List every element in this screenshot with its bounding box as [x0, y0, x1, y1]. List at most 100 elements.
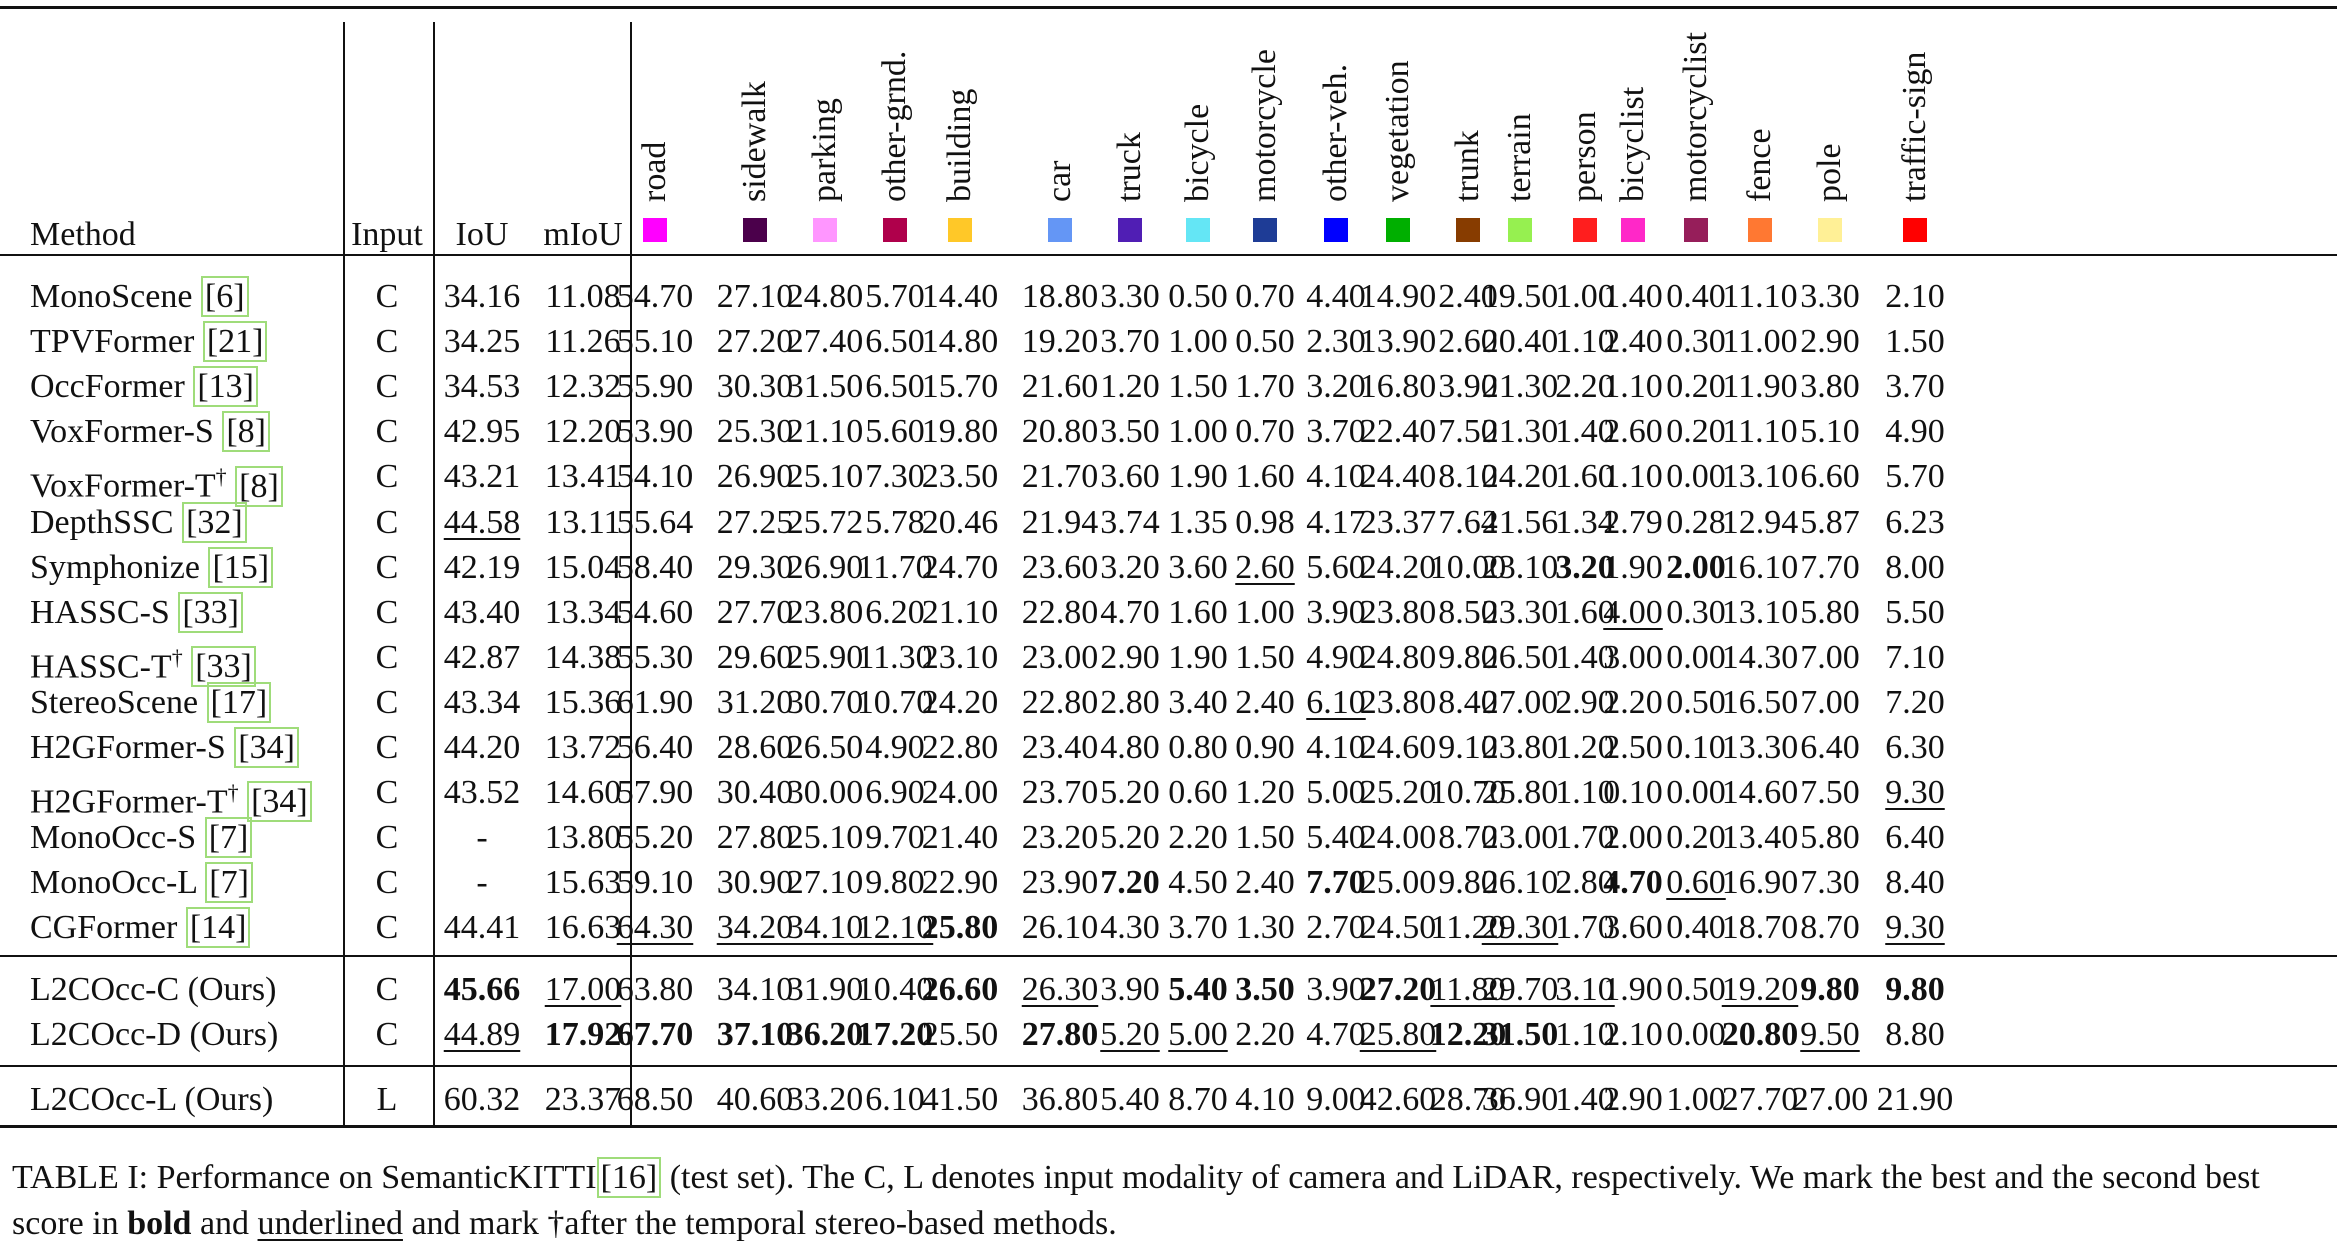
table-cell: 14.80: [922, 322, 999, 362]
cell-value: 20.80: [1721, 1016, 1799, 1054]
cell-value: 5.00: [1168, 1016, 1228, 1054]
cell-value: 11.26: [545, 323, 621, 361]
table-cell: 17.20: [857, 1015, 934, 1055]
citation-link[interactable]: [33]: [178, 591, 243, 633]
table-cell: 1.00: [1168, 322, 1228, 362]
cell-value: 40.60: [716, 1081, 794, 1118]
citation-link[interactable]: [34]: [234, 727, 299, 768]
cell-value: 1.20: [1555, 729, 1615, 766]
citation-link[interactable]: [14]: [185, 907, 251, 949]
cell-value: 0.50: [1666, 971, 1726, 1008]
table-cell: 31.20: [717, 683, 794, 723]
table-cell: 13.10: [1722, 457, 1799, 497]
header-class-terrain: terrain: [1501, 113, 1538, 202]
cell-value: 10.70: [856, 683, 934, 721]
table-cell: 34.20: [717, 908, 794, 948]
citation-link[interactable]: [21]: [202, 321, 268, 363]
citation-link[interactable]: [8]: [222, 411, 270, 453]
table-cell: 23.40: [1022, 728, 1099, 768]
cell-value: 42.95: [443, 413, 521, 451]
cell-value: 63.80: [616, 971, 694, 1008]
citation-link[interactable]: [17]: [206, 681, 272, 723]
table-cell: 59.10: [617, 863, 694, 903]
cell-value: 31.20: [716, 683, 794, 721]
cell-value: 17.92: [544, 1016, 622, 1054]
table-cell: C: [376, 367, 399, 407]
table-cell: 1.90: [1168, 638, 1228, 678]
table-cell: 23.00: [1482, 818, 1559, 858]
table-row-method: VoxFormer-S [8]: [30, 411, 270, 453]
citation-link[interactable]: [6]: [200, 276, 249, 317]
table-cell: 5.00: [1168, 1015, 1228, 1055]
table-cell: 0.60: [1666, 863, 1726, 903]
table-cell: 5.60: [1306, 548, 1366, 588]
table-cell: 12.20: [545, 412, 622, 452]
table-cell: 30.70: [787, 683, 864, 723]
table-cell: 2.70: [1306, 908, 1366, 948]
cell-value: 30.00: [786, 774, 864, 812]
class-color-swatch: [948, 218, 972, 242]
table-cell: C: [376, 322, 399, 362]
class-color-swatch: [1573, 218, 1597, 242]
table-cell: 13.30: [1722, 728, 1799, 768]
cell-value: 11.70: [857, 548, 933, 586]
cell-value: -: [476, 819, 488, 857]
citation-link[interactable]: [8]: [235, 465, 283, 507]
method-name: DepthSSC: [30, 503, 174, 541]
cell-value: 6.50: [865, 323, 925, 361]
header-class-person: person: [1566, 111, 1603, 202]
cell-value: 31.50: [1481, 1016, 1559, 1054]
citation-link[interactable]: [15]: [208, 546, 274, 588]
method-name: MonoOcc-L: [30, 864, 197, 902]
cell-value: 23.80: [1481, 729, 1559, 766]
cell-value: 4.90: [1885, 413, 1945, 451]
cell-value: 27.70: [1721, 1081, 1799, 1118]
table-cell: C: [376, 548, 399, 588]
table-cell: 0.00: [1666, 457, 1726, 497]
cell-value: L: [376, 1081, 398, 1118]
table-cell: 55.10: [617, 322, 694, 362]
caption-citation-link[interactable]: [16]: [596, 1157, 662, 1198]
citation-link[interactable]: [7]: [204, 817, 253, 859]
cell-value: 30.30: [716, 368, 794, 406]
cell-value: C: [375, 774, 399, 812]
citation-link[interactable]: [7]: [205, 862, 253, 904]
citation-link[interactable]: [33]: [191, 646, 256, 688]
citation-link[interactable]: [32]: [182, 501, 247, 543]
table-cell: 21.90: [1877, 1080, 1954, 1120]
cell-value: 1.50: [1168, 368, 1228, 406]
table-cell: 27.40: [787, 322, 864, 362]
citation-link[interactable]: [13]: [193, 366, 258, 408]
table-cell: 6.50: [865, 367, 925, 407]
table-cell: 1.40: [1603, 277, 1663, 317]
cell-value: 15.70: [921, 368, 999, 406]
table-cell: 15.70: [922, 367, 999, 407]
header-class-other-veh-: other-veh.: [1317, 63, 1354, 202]
table-cell: C: [376, 503, 399, 543]
citation-link[interactable]: [34]: [247, 781, 312, 823]
cell-value: -: [476, 864, 488, 902]
table-cell: 7.50: [1800, 773, 1860, 813]
table-cell: 4.90: [865, 728, 925, 768]
cell-value: 22.80: [1021, 593, 1099, 631]
table-cell: 0.70: [1235, 412, 1295, 452]
table-cell: 5.80: [1800, 593, 1860, 633]
table-cell: 6.40: [1800, 728, 1860, 768]
table-cell: 24.20: [1360, 548, 1437, 588]
cell-value: 21.60: [1021, 368, 1099, 406]
cell-value: 10.40: [856, 971, 934, 1008]
cell-value: 11.20: [1430, 909, 1506, 947]
cell-value: 24.20: [1359, 548, 1437, 586]
table-cell: 11.10: [1722, 277, 1797, 317]
table-cell: 6.30: [1885, 728, 1945, 768]
cell-value: 1.70: [1555, 909, 1615, 947]
method-name: HASSC-T: [30, 648, 172, 686]
table-cell: 4.40: [1306, 277, 1366, 317]
cell-value: 6.10: [1306, 683, 1366, 721]
table-cell: 26.10: [1482, 863, 1559, 903]
table-cell: 9.30: [1885, 773, 1945, 813]
table-cell: 2.79: [1603, 503, 1663, 543]
table-cell: 5.60: [865, 412, 925, 452]
table-cell: 55.90: [617, 367, 694, 407]
